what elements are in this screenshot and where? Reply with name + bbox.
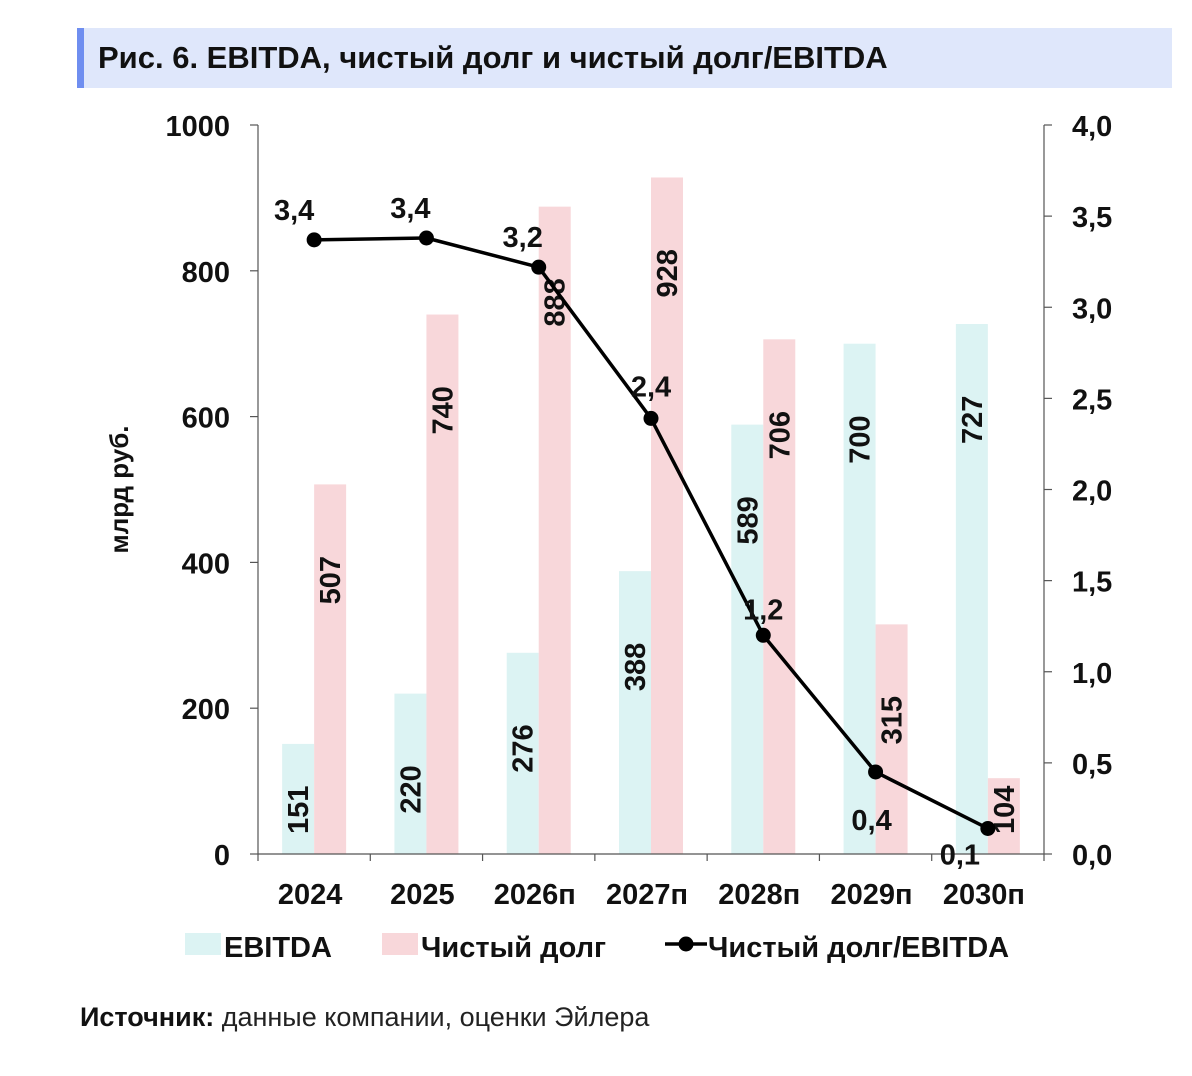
left-tick-label: 200 bbox=[182, 694, 230, 726]
net-debt-bar bbox=[651, 177, 683, 854]
y-axis-title: млрд руб. bbox=[104, 426, 134, 554]
right-tick-label: 3,0 bbox=[1072, 293, 1112, 325]
legend-net-debt-label: Чистый долг bbox=[421, 932, 606, 964]
net-debt-value-label: 740 bbox=[427, 386, 459, 434]
ebitda-value-label: 220 bbox=[395, 765, 427, 813]
ratio-value-label: 3,4 bbox=[274, 195, 314, 227]
right-tick-label: 2,5 bbox=[1072, 384, 1112, 416]
left-tick-label: 1000 bbox=[165, 111, 230, 143]
net-debt-bar bbox=[538, 206, 571, 854]
chart: 0 200 400 600 800 1000 0,0 0,5 1,0 1,5 2,0 2,5 3,0 3,… bbox=[104, 111, 1112, 964]
net-debt-bar bbox=[314, 484, 347, 854]
net-debt-bar bbox=[763, 339, 796, 854]
net-debt-bar bbox=[426, 314, 459, 854]
ratio-marker bbox=[531, 259, 547, 275]
ratio-value-label: 1,2 bbox=[743, 594, 783, 626]
figure-title: Рис. 6. EBITDA, чистый долг и чистый дол… bbox=[98, 40, 888, 75]
source-label: Источник: bbox=[80, 1002, 215, 1032]
x-tick-label: 2028п bbox=[718, 879, 800, 911]
left-tick-label: 0 bbox=[214, 840, 230, 872]
ratio-value-label: 3,4 bbox=[390, 193, 430, 225]
x-tick-label: 2026п bbox=[494, 879, 576, 911]
ebitda-value-label: 727 bbox=[957, 396, 989, 444]
ratio-marker bbox=[643, 410, 659, 426]
x-tick-label: 2025 bbox=[390, 879, 455, 911]
ratio-value-label: 0,1 bbox=[940, 839, 980, 871]
x-tick-label: 2029п bbox=[831, 879, 913, 911]
net-debt-value-label: 315 bbox=[877, 696, 909, 744]
net-debt-value-label: 706 bbox=[764, 411, 796, 459]
right-tick-label: 1,5 bbox=[1072, 567, 1112, 599]
legend-net-debt-swatch bbox=[382, 933, 418, 955]
ratio-marker bbox=[418, 230, 434, 246]
ebitda-bar bbox=[394, 693, 427, 854]
legend-ebitda-label: EBITDA bbox=[224, 932, 332, 964]
right-tick-label: 3,5 bbox=[1072, 202, 1112, 234]
legend-ratio-marker bbox=[678, 936, 694, 952]
net-debt-bar bbox=[875, 624, 908, 854]
ebitda-bar bbox=[619, 571, 651, 854]
ratio-marker bbox=[306, 232, 322, 248]
right-tick-label: 2,0 bbox=[1072, 476, 1112, 508]
legend-ebitda-swatch bbox=[185, 933, 221, 955]
right-tick-label: 4,0 bbox=[1072, 111, 1112, 143]
ratio-marker bbox=[868, 764, 884, 780]
right-tick-label: 0,5 bbox=[1072, 749, 1112, 781]
legend-ratio-label: Чистый долг/EBITDA bbox=[708, 932, 1009, 964]
net-debt-value-label: 928 bbox=[652, 249, 684, 297]
net-debt-bar bbox=[987, 778, 1020, 854]
ebitda-value-label: 700 bbox=[845, 415, 877, 463]
left-tick-label: 600 bbox=[182, 403, 230, 435]
x-tick-label: 2027п bbox=[606, 879, 688, 911]
left-tick-label: 800 bbox=[182, 257, 230, 289]
ebitda-value-label: 388 bbox=[620, 643, 652, 691]
x-tick-label: 2024 bbox=[278, 879, 343, 911]
ratio-value-label: 3,2 bbox=[503, 222, 543, 254]
ratio-value-label: 2,4 bbox=[631, 371, 671, 403]
ebitda-bar bbox=[955, 324, 988, 855]
right-tick-label: 1,0 bbox=[1072, 658, 1112, 690]
figure-title-bar: Рис. 6. EBITDA, чистый долг и чистый дол… bbox=[77, 28, 1172, 88]
right-tick-label: 0,0 bbox=[1072, 840, 1112, 872]
source-text: данные компании, оценки Эйлера bbox=[214, 1002, 650, 1032]
ratio-marker bbox=[980, 820, 996, 836]
x-tick-label: 2030п bbox=[943, 879, 1025, 911]
ebitda-bar bbox=[282, 743, 315, 854]
net-debt-value-label: 507 bbox=[315, 556, 347, 604]
ratio-marker bbox=[755, 627, 771, 643]
left-tick-label: 400 bbox=[182, 548, 230, 580]
ebitda-bar bbox=[506, 652, 539, 854]
source-note: Источник: данные компании, оценки Эйлера bbox=[80, 1002, 649, 1033]
ebitda-value-label: 589 bbox=[732, 496, 764, 544]
ebitda-value-label: 151 bbox=[283, 786, 315, 834]
ebitda-value-label: 276 bbox=[508, 724, 540, 772]
ratio-value-label: 0,4 bbox=[851, 805, 891, 837]
